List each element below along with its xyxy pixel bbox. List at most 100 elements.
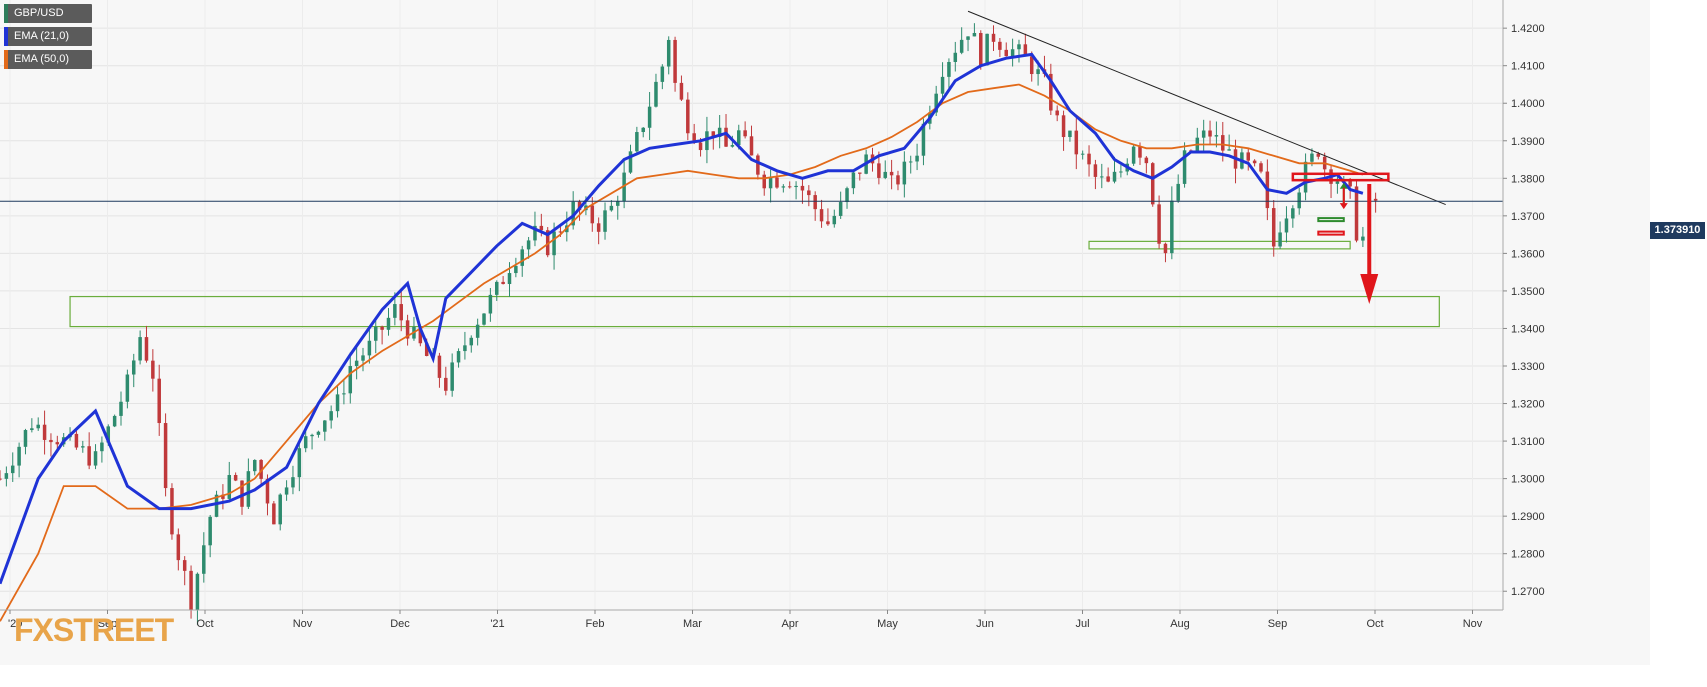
legend-item-ema50[interactable]: EMA (50,0) [4,50,92,69]
candle-body [367,340,372,356]
y-tick-label: 1.3100 [1511,436,1545,448]
candle-body [399,304,403,321]
candle-body [125,374,130,402]
candle-body [335,394,340,412]
candle-body [991,33,996,42]
candle-body [979,32,983,66]
y-tick-label: 1.2800 [1511,549,1545,561]
candle-body [686,99,690,134]
candle-body [711,131,716,138]
candle-body [762,174,766,189]
legend-item-ema21[interactable]: EMA (21,0) [4,27,92,46]
x-tick-label: Jul [1075,618,1089,630]
green-box [1317,217,1345,223]
candle-body [208,516,212,546]
trendline [967,10,1446,206]
legend-label: EMA (50,0) [14,53,70,65]
candle-body [456,351,461,363]
candle-body [1303,161,1308,193]
candle-body [1106,176,1110,182]
candle-body [1004,49,1008,57]
candle-body [533,225,537,241]
y-tick-label: 1.3800 [1511,173,1545,185]
x-tick-label: Aug [1170,618,1190,630]
resistance-box [1291,172,1390,182]
candle-body [526,240,531,250]
candle-body [768,177,773,189]
candle-body [858,172,862,174]
candle-body [329,411,333,421]
candle-body [775,177,779,188]
current-price-tag: 1.373910 [1650,222,1705,239]
legend-item-gbpusd[interactable]: GBP/USD [4,4,92,23]
candle-body [609,205,614,211]
y-axis: 1.4200 1.4100 1.4000 1.3900 1.3800 1.3700 1.36… [1502,0,1545,610]
candle-body [921,123,926,156]
candle-body [1278,232,1282,247]
x-tick-label: Mar [683,618,702,630]
candle-body [794,185,798,188]
candle-body [666,39,671,67]
candle-body [1068,130,1072,138]
candle-body [596,223,601,232]
candle-body [1227,149,1231,151]
candle-body [660,66,665,82]
candle-body [647,106,652,128]
candle-body [1201,130,1206,138]
candle-body [30,428,34,431]
fxstreet-logo: FXSTREET [14,612,174,649]
logo-fx: FX [14,612,54,648]
candle-body [501,281,505,285]
candle-body [902,161,907,185]
candle-body [915,155,919,162]
candle-body [488,294,493,314]
candle-body [119,401,123,416]
candle-body [437,355,442,378]
candle-body [1093,164,1098,177]
zone-layer [69,240,1440,328]
candle-body [393,304,397,318]
candle-body [889,171,894,176]
candle-body [1316,153,1321,157]
candle-body [1176,183,1180,201]
red-box [1317,230,1345,236]
candle-body [1029,56,1034,75]
candle-body [1252,160,1257,164]
candle-body [724,127,728,147]
ema-layer [0,52,1364,622]
candle-body [246,471,251,507]
candle-body [851,172,856,189]
logo-street: STREET [52,612,174,648]
candle-body [507,273,512,285]
candle-body [469,337,474,346]
down-arrow-head [1360,274,1379,305]
annotation-layer [0,10,1503,305]
candle-body [221,494,225,499]
candle-body [424,343,429,356]
candle-body [826,221,830,225]
candle-body [418,326,423,344]
legend-swatch [4,27,8,46]
candle-body [100,442,104,452]
candle-body [386,317,391,330]
candle-body [189,570,193,610]
candle-body [781,186,786,188]
candle-body [1112,171,1117,182]
x-tick-label: Oct [1366,618,1383,630]
x-tick-label: May [877,618,898,630]
candle-body [953,52,958,62]
y-tick-label: 1.4100 [1511,61,1545,73]
candle-body [558,231,563,233]
candle-body [959,39,964,53]
candle-body [908,161,913,163]
candle-body [4,473,9,479]
candle-body [1055,110,1059,116]
y-tick-label: 1.3200 [1511,399,1545,411]
candle-body [1036,69,1040,75]
y-tick-label: 1.4200 [1511,23,1545,35]
candle-body [112,415,117,427]
candle-body [87,446,91,466]
candle-body [0,478,2,480]
candle-body [603,210,607,232]
